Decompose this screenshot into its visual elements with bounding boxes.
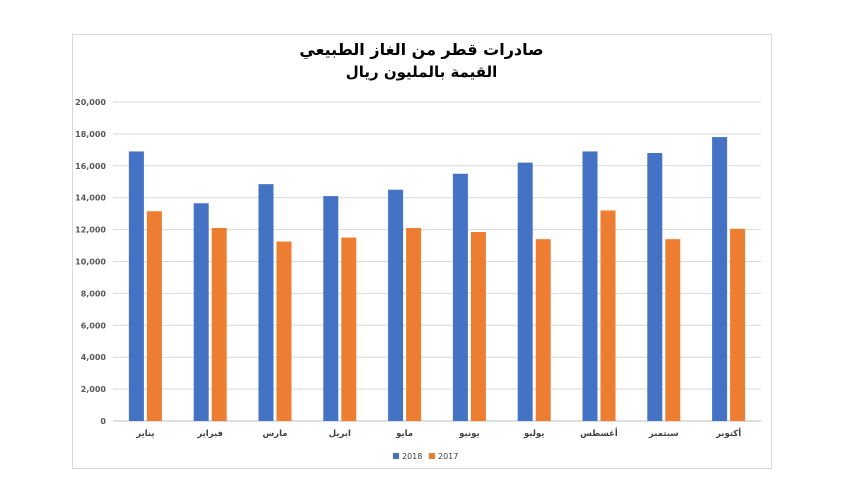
x-tick-label: مارس [262, 429, 287, 439]
bar-2018 [712, 137, 728, 421]
bar-2017 [211, 228, 227, 421]
x-tick-label: يوليو [523, 429, 545, 439]
bar-2017 [341, 237, 357, 421]
chart-title: صادرات قطر من الغاز الطبيعي [299, 40, 544, 59]
y-tick-label: 12,000 [75, 226, 106, 235]
bar-2018 [647, 153, 663, 422]
bars [128, 137, 746, 422]
bar-2018 [582, 151, 598, 421]
y-tick-label: 14,000 [75, 194, 106, 203]
bar-2017 [600, 210, 616, 421]
y-tick-label: 4,000 [81, 353, 107, 362]
bar-2018 [128, 151, 144, 421]
y-tick-label: 8,000 [81, 289, 107, 298]
x-tick-label: يونيو [458, 429, 480, 439]
y-tick-label: 0 [100, 417, 106, 426]
bar-2018 [323, 196, 339, 421]
bar-2018 [193, 203, 209, 421]
x-tick-label: مايو [395, 429, 413, 439]
x-axis: يناير فبراير مارس ابريل مايو يونيو يوليو أغسطس س… [135, 427, 741, 439]
bar-2017 [470, 231, 486, 421]
bar-2017 [535, 239, 551, 421]
y-tick-label: 20,000 [75, 98, 106, 107]
legend-label-2017: 2017 [438, 452, 458, 461]
legend-swatch-2017 [429, 453, 435, 459]
x-tick-label: يناير [135, 429, 154, 439]
y-tick-label: 6,000 [81, 321, 107, 330]
y-axis: 0 2,000 4,000 6,000 8,000 10,000 12,000 14,000 1… [75, 98, 106, 426]
bar-2017 [730, 228, 746, 421]
x-tick-label: سبتمبر [648, 429, 679, 439]
y-tick-label: 10,000 [75, 258, 106, 267]
y-tick-label: 16,000 [75, 162, 106, 171]
bar-2017 [146, 211, 162, 421]
legend: 2018 2017 [393, 452, 458, 461]
bar-2017 [406, 228, 422, 421]
legend-swatch-2018 [393, 453, 399, 459]
x-tick-label: أغسطس [580, 427, 618, 439]
bar-2018 [452, 173, 468, 421]
bar-2018 [517, 162, 533, 422]
x-tick-label: ابريل [329, 429, 351, 439]
bar-2017 [665, 239, 681, 421]
chart-subtitle: القيمة بالمليون ريال [345, 63, 498, 81]
y-tick-label: 2,000 [81, 385, 107, 394]
legend-label-2018: 2018 [402, 452, 422, 461]
bar-2018 [258, 184, 274, 421]
bar-2018 [388, 189, 404, 421]
x-tick-label: فبراير [196, 429, 223, 439]
y-tick-label: 18,000 [75, 130, 106, 139]
bar-2017 [276, 241, 292, 421]
gridlines [113, 101, 761, 422]
x-tick-label: أكتوبر [715, 427, 741, 439]
